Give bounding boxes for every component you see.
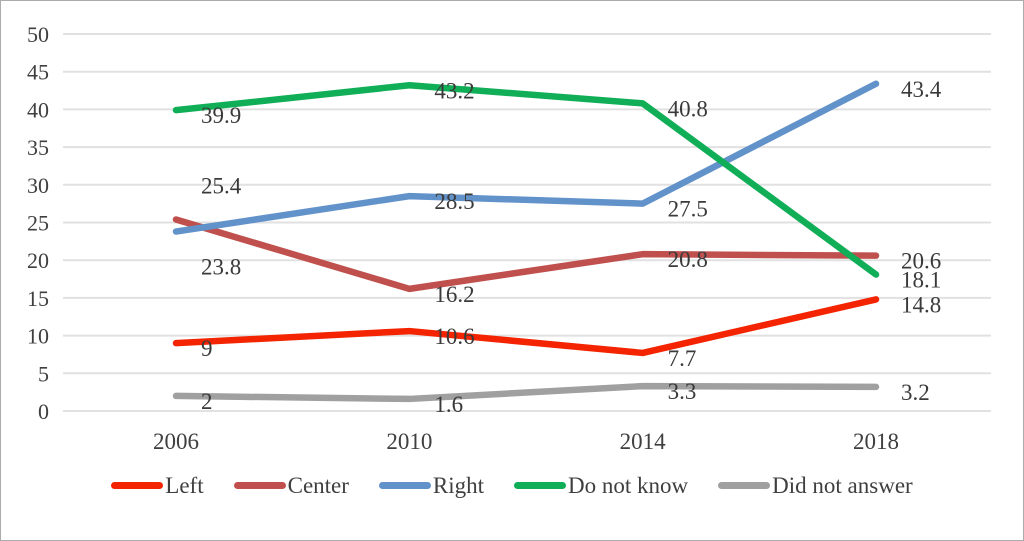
x-tick-label-2014: 2014 [620, 429, 667, 454]
data-label-did-not-answer-2014: 3.3 [668, 379, 697, 404]
y-tick-label: 30 [27, 173, 49, 198]
data-label-right-2010: 28.5 [434, 189, 474, 214]
data-label-did-not-answer-2006: 2 [201, 389, 213, 414]
data-label-did-not-answer-2018: 3.2 [901, 380, 930, 405]
legend-item-right: Right [378, 472, 485, 500]
data-label-do-not-know-2018: 18.1 [901, 268, 941, 293]
data-label-center-2006: 25.4 [201, 173, 242, 198]
x-tick-label-2018: 2018 [853, 429, 899, 454]
y-tick-label: 40 [27, 97, 49, 122]
line-chart: 0 5 10 15 20 25 30 35 40 45 50 2006 2010 2014 2018 9 1… [27, 22, 991, 454]
data-label-right-2006: 23.8 [201, 255, 241, 280]
y-tick-label: 50 [27, 22, 49, 47]
y-tick-label: 25 [27, 211, 49, 236]
legend-label-left: Left [165, 473, 204, 498]
data-labels: 9 10.6 7.7 14.8 25.4 16.2 20.8 20.6 23.8 28.5 27.5… [201, 77, 942, 417]
y-tick-label: 0 [38, 399, 49, 424]
x-tick-label-2010: 2010 [386, 429, 432, 454]
data-label-left-2010: 10.6 [434, 324, 474, 349]
legend-swatch-right [378, 482, 431, 490]
y-tick-label: 20 [27, 248, 49, 273]
legend-label-center: Center [287, 473, 349, 498]
y-tick-label: 35 [27, 135, 49, 160]
legend-swatch-left [111, 482, 164, 490]
legend-swatch-center [233, 482, 286, 490]
y-tick-label: 15 [27, 286, 49, 311]
data-label-center-2018: 20.6 [901, 249, 941, 274]
data-label-left-2014: 7.7 [668, 346, 697, 371]
series-line-right [172, 80, 880, 235]
series-lines [172, 80, 880, 403]
data-label-center-2014: 20.8 [668, 247, 708, 272]
legend-label-do-not-know: Do not know [568, 473, 689, 498]
legend: Left Center Right Do not know Did not answer [1, 472, 1023, 500]
series-line-left [172, 296, 880, 357]
x-axis-labels: 2006 2010 2014 2018 [153, 429, 899, 454]
y-tick-label: 45 [27, 60, 49, 85]
legend-swatch-do-not-know [514, 482, 567, 490]
series-line-do-not-know [172, 82, 880, 278]
data-label-do-not-know-2006: 39.9 [201, 103, 241, 128]
legend-item-did-not-answer: Did not answer [718, 472, 913, 500]
legend-item-left: Left [111, 472, 204, 500]
y-axis-labels: 0 5 10 15 20 25 30 35 40 45 50 [27, 22, 49, 424]
data-label-left-2018: 14.8 [901, 292, 941, 317]
data-label-do-not-know-2010: 43.2 [434, 78, 474, 103]
series-line-center [172, 216, 880, 293]
x-tick-label-2006: 2006 [153, 429, 199, 454]
legend-item-do-not-know: Do not know [514, 472, 688, 500]
data-label-right-2014: 27.5 [668, 197, 708, 222]
legend-label-right: Right [432, 473, 485, 498]
series-line-did-not-answer [172, 382, 880, 403]
data-label-did-not-answer-2010: 1.6 [434, 392, 463, 417]
legend-label-did-not-answer: Did not answer [772, 473, 913, 498]
data-label-right-2018: 43.4 [901, 77, 942, 102]
y-tick-label: 10 [27, 324, 49, 349]
data-label-do-not-know-2014: 40.8 [668, 96, 708, 121]
legend-item-center: Center [233, 472, 349, 500]
y-tick-label: 5 [38, 361, 49, 386]
legend-swatch-did-not-answer [718, 482, 771, 490]
data-label-center-2010: 16.2 [434, 282, 474, 307]
data-label-left-2006: 9 [201, 336, 213, 361]
